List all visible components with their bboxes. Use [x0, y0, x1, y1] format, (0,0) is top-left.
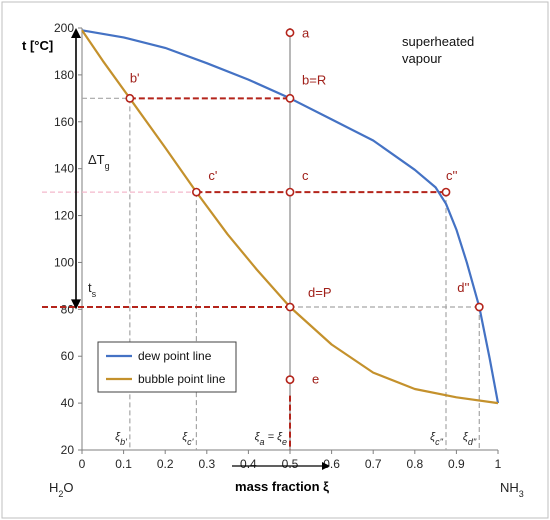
point-label: c' — [208, 168, 217, 183]
state-point — [285, 375, 295, 385]
x-tick-label: 0.1 — [115, 457, 132, 471]
state-point — [285, 187, 295, 197]
legend-box — [97, 341, 237, 393]
state-point — [191, 187, 201, 197]
species-left-label: H2O — [49, 480, 74, 499]
point-label: b=R — [302, 72, 326, 87]
point-label: c — [302, 168, 309, 183]
y-tick-label: 160 — [54, 115, 74, 129]
state-point — [285, 28, 295, 38]
x-tick-label: 0.2 — [157, 457, 174, 471]
xi-label: ξc' — [182, 431, 193, 447]
species-right-label: NH3 — [500, 480, 524, 499]
point-label: d'' — [457, 280, 469, 295]
y-tick-label: 180 — [54, 68, 74, 82]
y-tick-label: 140 — [54, 162, 74, 176]
x-axis-arrow-head — [322, 462, 330, 470]
y-tick-label: 40 — [61, 396, 75, 410]
x-tick-label: 0.4 — [240, 457, 257, 471]
xi-label: ξc'' — [430, 431, 443, 447]
x-tick-label: 0.6 — [323, 457, 340, 471]
y-tick-label: 120 — [54, 209, 74, 223]
y-axis-label: t [°C] — [22, 38, 53, 53]
x-tick-label: 0.7 — [365, 457, 382, 471]
state-point — [125, 93, 135, 103]
y-tick-label: 80 — [61, 302, 75, 316]
legend: dew point line bubble point line — [97, 341, 237, 393]
region-label-line1: superheated — [402, 34, 474, 49]
y-tick-label: 100 — [54, 255, 74, 269]
axes: 20 40 60 80 100 120 140 160 180 200 0 0.1 0.2 0.3 0.4 0… — [22, 21, 502, 494]
x-tick-label: 0 — [79, 457, 86, 471]
legend-label: bubble point line — [138, 372, 226, 386]
y-tick-label: 200 — [54, 21, 74, 35]
x-tick-label: 0.8 — [406, 457, 423, 471]
xi-label: ξb' — [115, 431, 127, 447]
point-label: c'' — [446, 168, 457, 183]
point-label: e — [312, 372, 319, 387]
guide-lines — [42, 97, 480, 450]
x-tick-label: 0.5 — [282, 457, 299, 471]
x-tick-label: 0.3 — [198, 457, 215, 471]
state-point — [474, 302, 484, 312]
state-point — [285, 302, 295, 312]
x-tick-label: 1 — [495, 457, 502, 471]
y-tick-label: 20 — [61, 443, 75, 457]
legend-label: dew point line — [138, 349, 212, 363]
region-label-line2: vapour — [402, 51, 442, 66]
delta-t-label: ΔTg — [88, 152, 110, 171]
state-point — [441, 187, 451, 197]
x-axis-label: mass fraction ξ — [235, 479, 329, 494]
series-line — [81, 29, 500, 404]
delta-t-arrow-head-bottom — [71, 299, 81, 310]
xi-label: ξd'' — [463, 431, 477, 447]
state-point — [285, 93, 295, 103]
annotations: ΔTg ts superheated vapour H2O NH3 ξb' ξc' ξa = ξ… — [49, 28, 524, 499]
point-label: b' — [130, 70, 140, 85]
point-label: a — [302, 26, 310, 41]
state-points: a b=R b' c c' c'' d=P d'' e — [125, 26, 484, 387]
x-tick-label: 0.9 — [448, 457, 465, 471]
delta-t-arrow-head-top — [71, 28, 81, 38]
point-label: d=P — [308, 285, 332, 300]
xi-label: ξa = ξe — [255, 431, 287, 447]
t-s-label: ts — [88, 280, 97, 299]
y-tick-label: 60 — [61, 349, 75, 363]
